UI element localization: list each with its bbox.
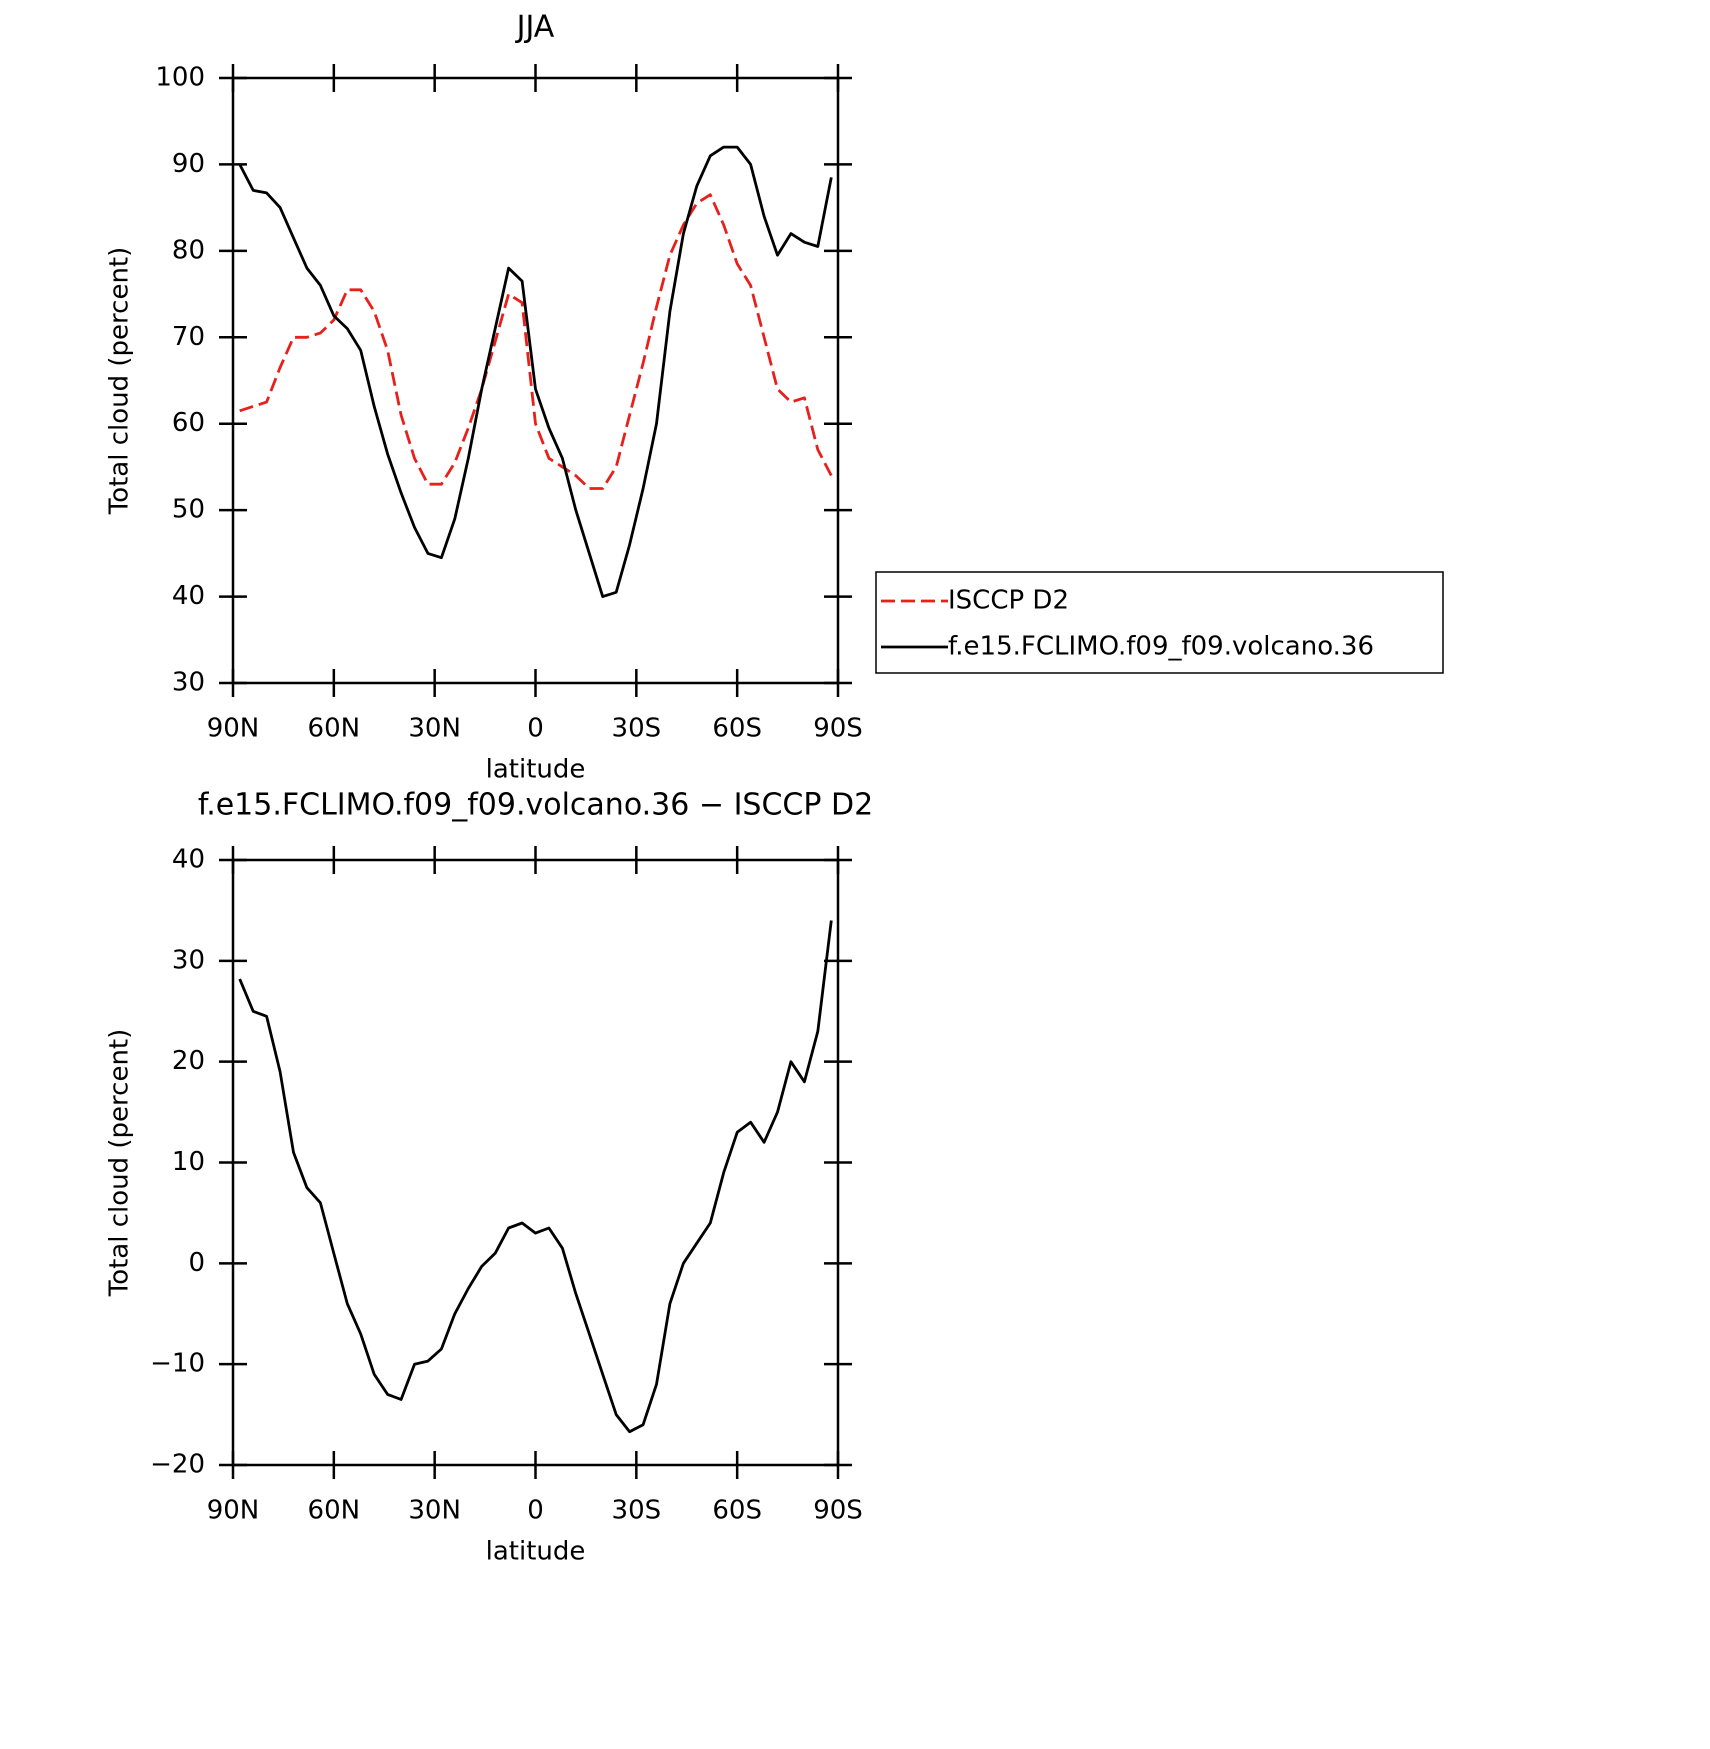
- x-tick-label: 90N: [207, 1496, 260, 1526]
- x-tick-label: 30S: [612, 1496, 662, 1526]
- y-tick-label: 30: [172, 945, 205, 975]
- y-tick-label: 80: [172, 235, 205, 265]
- x-tick-label: 60S: [712, 714, 762, 744]
- x-tick-label: 0: [527, 1496, 544, 1526]
- x-tick-label: 30S: [612, 714, 662, 744]
- x-tick-label: 60N: [308, 714, 361, 744]
- data-line: [239, 193, 833, 490]
- chart-title: f.e15.FCLIMO.f09_f09.volcano.36 − ISCCP …: [198, 788, 873, 823]
- legend-label: ISCCP D2: [948, 586, 1069, 616]
- x-tick-label: 30N: [408, 1496, 461, 1526]
- y-tick-label: −10: [150, 1349, 205, 1379]
- y-tick-label: 40: [172, 581, 205, 611]
- x-tick-label: 90N: [207, 714, 260, 744]
- y-tick-label: 70: [172, 322, 205, 352]
- x-axis-label: latitude: [486, 755, 586, 785]
- y-tick-label: 50: [172, 495, 205, 525]
- x-tick-label: 30N: [408, 714, 461, 744]
- y-tick-label: 60: [172, 408, 205, 438]
- x-tick-label: 60N: [308, 1496, 361, 1526]
- x-tick-label: 90S: [813, 714, 863, 744]
- plot-frame: [231, 858, 840, 1467]
- y-axis-label: Total cloud (percent): [105, 1029, 135, 1298]
- y-tick-label: 10: [172, 1147, 205, 1177]
- legend-box: [875, 571, 1444, 674]
- y-tick-label: 30: [172, 668, 205, 698]
- y-tick-label: 100: [155, 63, 205, 93]
- plot-frame: [231, 76, 840, 685]
- data-line: [238, 920, 833, 1434]
- y-tick-label: 20: [172, 1046, 205, 1076]
- y-tick-label: 90: [172, 149, 205, 179]
- legend-label: f.e15.FCLIMO.f09_f09.volcano.36: [948, 632, 1374, 662]
- y-tick-label: 40: [172, 845, 205, 875]
- data-line: [238, 145, 833, 598]
- chart-title: JJA: [515, 10, 555, 45]
- x-tick-label: 0: [527, 714, 544, 744]
- x-axis-label: latitude: [486, 1537, 586, 1567]
- y-tick-label: −20: [150, 1450, 205, 1480]
- x-tick-label: 60S: [712, 1496, 762, 1526]
- y-tick-label: 0: [188, 1248, 205, 1278]
- x-tick-label: 90S: [813, 1496, 863, 1526]
- y-axis-label: Total cloud (percent): [105, 247, 135, 516]
